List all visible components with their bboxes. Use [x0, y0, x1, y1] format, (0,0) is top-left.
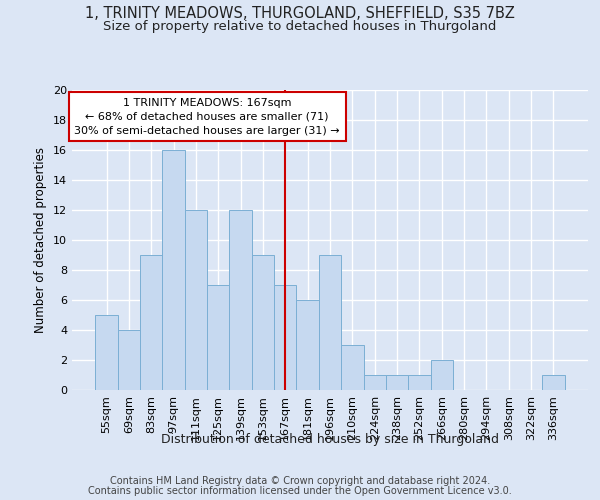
- Bar: [319, 255, 341, 390]
- Text: 1, TRINITY MEADOWS, THURGOLAND, SHEFFIELD, S35 7BZ: 1, TRINITY MEADOWS, THURGOLAND, SHEFFIEL…: [85, 6, 515, 20]
- Y-axis label: Number of detached properties: Number of detached properties: [34, 147, 47, 333]
- Bar: [364, 375, 386, 390]
- Bar: [229, 210, 252, 390]
- Bar: [185, 210, 207, 390]
- Bar: [207, 285, 229, 390]
- Text: Size of property relative to detached houses in Thurgoland: Size of property relative to detached ho…: [103, 20, 497, 33]
- Bar: [386, 375, 408, 390]
- Bar: [163, 150, 185, 390]
- Bar: [341, 345, 364, 390]
- Bar: [95, 315, 118, 390]
- Bar: [408, 375, 431, 390]
- Bar: [431, 360, 453, 390]
- Bar: [140, 255, 163, 390]
- Bar: [274, 285, 296, 390]
- Bar: [296, 300, 319, 390]
- Text: 1 TRINITY MEADOWS: 167sqm
← 68% of detached houses are smaller (71)
30% of semi-: 1 TRINITY MEADOWS: 167sqm ← 68% of detac…: [74, 98, 340, 136]
- Bar: [252, 255, 274, 390]
- Text: Distribution of detached houses by size in Thurgoland: Distribution of detached houses by size …: [161, 432, 499, 446]
- Bar: [542, 375, 565, 390]
- Bar: [118, 330, 140, 390]
- Text: Contains HM Land Registry data © Crown copyright and database right 2024.: Contains HM Land Registry data © Crown c…: [110, 476, 490, 486]
- Text: Contains public sector information licensed under the Open Government Licence v3: Contains public sector information licen…: [88, 486, 512, 496]
